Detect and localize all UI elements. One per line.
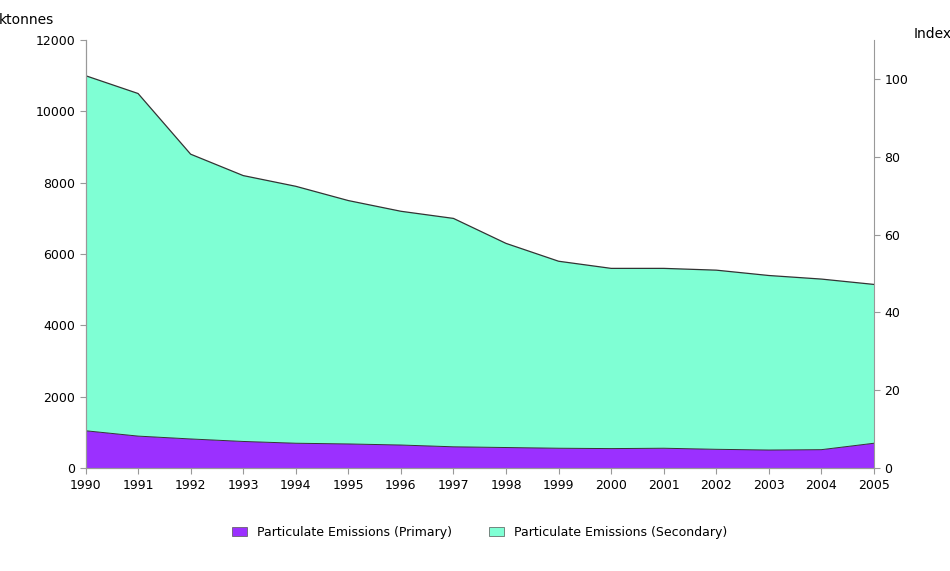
Legend: Particulate Emissions (Primary), Particulate Emissions (Secondary): Particulate Emissions (Primary), Particu…	[232, 526, 728, 539]
Y-axis label: ktonnes: ktonnes	[0, 13, 54, 27]
Y-axis label: Index: Index	[914, 27, 950, 41]
